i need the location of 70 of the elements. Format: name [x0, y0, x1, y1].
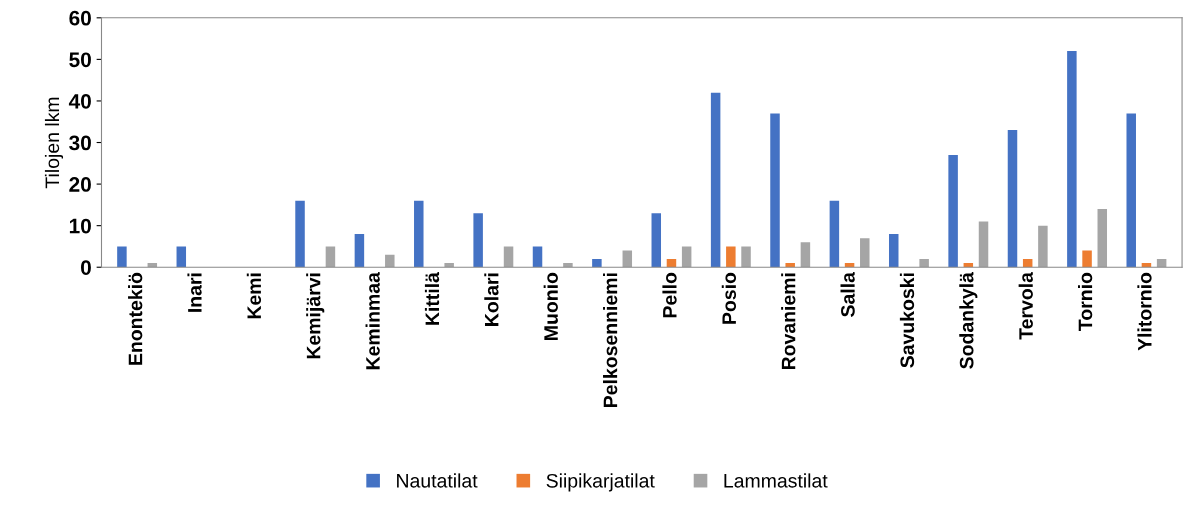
y-tick-label: 40	[68, 93, 91, 109]
bar	[860, 238, 870, 268]
x-tick-label: Keminmaa	[365, 271, 380, 370]
x-tick-label: Kemijärvi	[306, 273, 325, 359]
bar	[770, 113, 780, 268]
x-tick-label: Ylitornio	[1137, 272, 1152, 351]
bar	[681, 246, 692, 268]
bar	[785, 263, 795, 268]
y-axis-title: Tilojen lkm	[44, 97, 64, 189]
bar	[295, 200, 305, 268]
y-tick-label: 20	[69, 177, 91, 192]
bar	[829, 200, 840, 268]
bar	[800, 242, 811, 268]
bar	[963, 263, 974, 268]
bar	[741, 246, 751, 268]
x-tick-label: Tornio	[1078, 272, 1093, 331]
bar	[666, 258, 677, 268]
bar	[710, 92, 721, 268]
bar	[726, 246, 736, 268]
bar	[354, 233, 365, 268]
bar	[592, 258, 602, 268]
bar	[844, 263, 855, 268]
bar	[1022, 258, 1033, 268]
bar	[385, 254, 395, 268]
x-tick-label: Kolari	[484, 273, 499, 326]
legend-label: Nautatilat	[397, 473, 478, 488]
bar	[473, 213, 483, 268]
x-tick-label: Sodankylä	[959, 272, 978, 369]
bar	[444, 263, 454, 268]
bar	[325, 246, 336, 268]
bar	[503, 246, 514, 268]
bar	[1141, 263, 1152, 268]
bar	[1097, 209, 1108, 268]
bar	[563, 263, 573, 268]
x-tick-label: Posio	[721, 272, 737, 324]
y-tick-label: 0	[81, 260, 91, 275]
bar	[1067, 51, 1077, 268]
x-tick-label: Pello	[662, 272, 677, 318]
x-tick-label: Tervola	[1018, 271, 1033, 340]
x-tick-label: Kemi	[246, 273, 262, 319]
bar	[1156, 258, 1167, 268]
bar	[1007, 130, 1018, 268]
bar	[1038, 225, 1048, 268]
bar	[919, 258, 929, 268]
x-tick-label: Inari	[187, 273, 202, 312]
bar	[978, 221, 989, 268]
bar	[651, 213, 662, 268]
bar	[1126, 113, 1136, 268]
x-tick-label: Kittilä	[424, 272, 440, 325]
x-tick-label: Muonio	[543, 272, 558, 340]
x-tick-label: Enontekiö	[128, 272, 143, 365]
x-tick-label: Salla	[840, 271, 855, 317]
y-tick-label: 50	[69, 52, 91, 68]
y-tick-label: 10	[69, 218, 91, 234]
x-tick-label: Rovaniemi	[781, 273, 796, 370]
x-tick-label: Savukoski	[899, 273, 915, 368]
bar	[147, 263, 158, 268]
y-tick-label: 60	[69, 10, 91, 26]
bar	[532, 246, 543, 268]
bar	[622, 250, 633, 268]
bar	[889, 233, 899, 268]
bar	[1082, 250, 1092, 268]
legend-label: Siipikarjatilat	[546, 473, 655, 492]
y-tick-label: 30	[69, 135, 91, 151]
bar	[176, 246, 187, 268]
legend-label: Lammastilat	[724, 473, 828, 488]
x-tick-label: Pelkosenniemi	[603, 273, 618, 407]
bar	[414, 200, 424, 268]
bar	[948, 154, 958, 268]
bar	[117, 246, 127, 268]
